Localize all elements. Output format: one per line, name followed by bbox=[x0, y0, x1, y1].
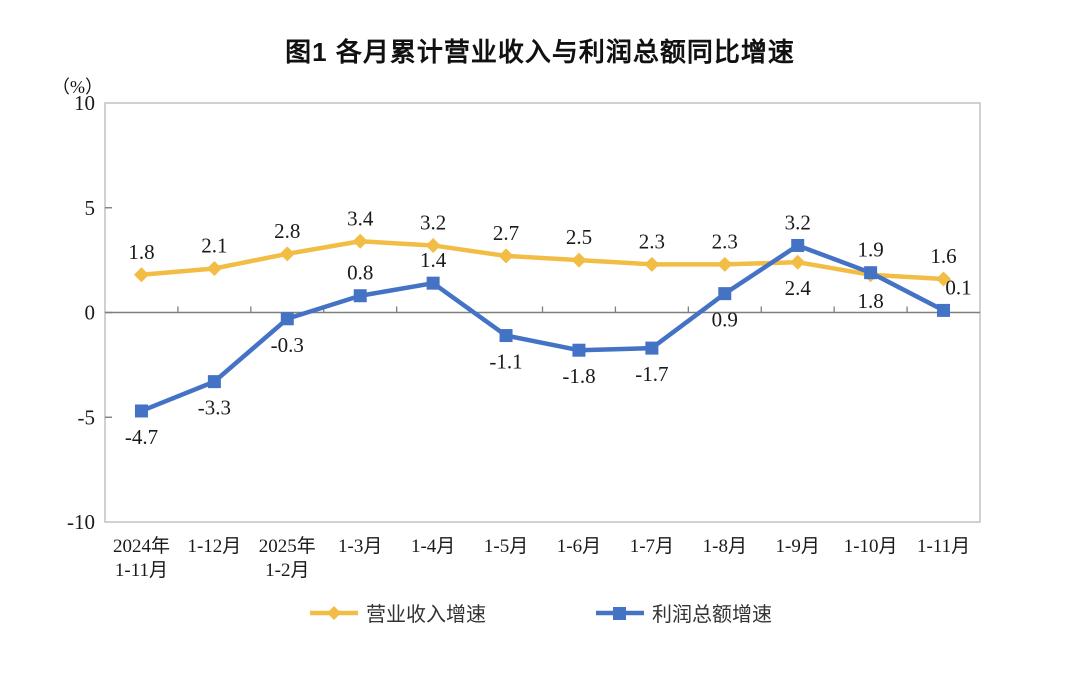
data-point-label: -4.7 bbox=[125, 425, 158, 449]
data-point-label: 0.9 bbox=[712, 308, 738, 332]
x-axis-label: 1-4月 bbox=[411, 536, 455, 557]
data-point-marker bbox=[134, 404, 148, 418]
x-axis-label: 1-11月 bbox=[917, 536, 970, 557]
data-point-marker bbox=[936, 271, 952, 287]
data-point-marker bbox=[207, 375, 221, 389]
x-axis-label: 1-5月 bbox=[484, 536, 528, 557]
revenue-line-diamond-icon bbox=[310, 605, 358, 620]
data-point-label: 3.2 bbox=[420, 210, 446, 234]
legend: 营业收入增速 利润总额增速 bbox=[0, 598, 1080, 627]
y-axis-label: -5 bbox=[78, 405, 96, 429]
data-point-marker bbox=[279, 246, 295, 262]
x-axis-label: 1-7月 bbox=[630, 536, 674, 557]
x-axis-label: 1-10月 bbox=[844, 536, 898, 557]
legend-label-revenue: 营业收入增速 bbox=[366, 604, 486, 626]
legend-item-revenue: 营业收入增速 bbox=[308, 598, 486, 627]
data-point-label: 1.4 bbox=[420, 248, 447, 272]
y-axis-label: 0 bbox=[85, 301, 96, 325]
data-point-marker bbox=[937, 303, 951, 317]
data-point-marker bbox=[498, 248, 514, 264]
data-point-marker bbox=[717, 256, 733, 272]
data-point-label: -0.3 bbox=[271, 333, 304, 357]
data-point-marker bbox=[571, 252, 587, 268]
data-point-marker bbox=[280, 312, 294, 326]
data-point-label: -1.8 bbox=[562, 364, 595, 388]
y-axis-label: -10 bbox=[67, 510, 95, 534]
data-point-marker bbox=[645, 341, 659, 355]
data-point-label: 3.2 bbox=[785, 210, 811, 234]
data-point-label: 0.1 bbox=[945, 275, 971, 299]
data-point-label: 1.9 bbox=[858, 238, 884, 262]
legend-item-profit: 利润总额增速 bbox=[594, 598, 772, 627]
data-point-marker bbox=[133, 267, 149, 283]
y-axis-label: 5 bbox=[85, 196, 96, 220]
data-point-label: 3.4 bbox=[347, 206, 374, 230]
data-point-label: -1.1 bbox=[489, 350, 522, 374]
data-point-marker bbox=[352, 233, 368, 249]
data-point-marker bbox=[426, 276, 440, 290]
series-line-0 bbox=[141, 239, 944, 282]
data-point-label: -1.7 bbox=[635, 362, 668, 386]
x-axis-label: 1-12月 bbox=[187, 536, 241, 557]
data-point-label: 2.5 bbox=[566, 225, 592, 249]
chart-title: 图1 各月累计营业收入与利润总额同比增速 bbox=[285, 37, 795, 67]
x-axis-label: 1-3月 bbox=[338, 536, 382, 557]
data-point-marker bbox=[353, 289, 367, 303]
data-point-marker bbox=[791, 238, 805, 252]
data-point-label: 2.1 bbox=[201, 234, 227, 258]
data-point-label: 0.8 bbox=[347, 261, 373, 285]
data-point-marker bbox=[499, 329, 513, 343]
data-point-marker bbox=[790, 254, 806, 270]
data-point-marker bbox=[206, 261, 222, 277]
data-point-label: 2.3 bbox=[712, 229, 738, 253]
data-point-label: 1.8 bbox=[858, 289, 884, 313]
series-line-1 bbox=[140, 243, 945, 414]
data-point-marker bbox=[718, 287, 732, 301]
data-point-label: 2.4 bbox=[785, 276, 812, 300]
data-point-label: 2.3 bbox=[639, 229, 665, 253]
data-point-label: -3.3 bbox=[198, 396, 231, 420]
data-point-label: 2.8 bbox=[274, 219, 300, 243]
legend-label-profit: 利润总额增速 bbox=[652, 604, 772, 626]
data-point-label: 1.6 bbox=[930, 244, 956, 268]
x-axis-label: 2025年 1-2月 bbox=[259, 535, 316, 581]
data-point-marker bbox=[572, 343, 586, 357]
y-axis-label: 10 bbox=[74, 91, 95, 115]
x-axis-label: 1-6月 bbox=[557, 536, 601, 557]
data-point-label: 1.8 bbox=[128, 240, 154, 264]
x-axis-label: 2024年 1-11月 bbox=[113, 535, 170, 581]
data-point-marker bbox=[864, 266, 878, 280]
x-axis-label: 1-9月 bbox=[776, 536, 820, 557]
x-axis-label: 1-8月 bbox=[703, 536, 747, 557]
profit-line-square-icon bbox=[596, 606, 644, 620]
data-point-label: 2.7 bbox=[493, 221, 519, 245]
data-point-marker bbox=[425, 237, 441, 253]
data-point-marker bbox=[644, 256, 660, 272]
y-axis-unit-label: （%） bbox=[52, 77, 103, 97]
